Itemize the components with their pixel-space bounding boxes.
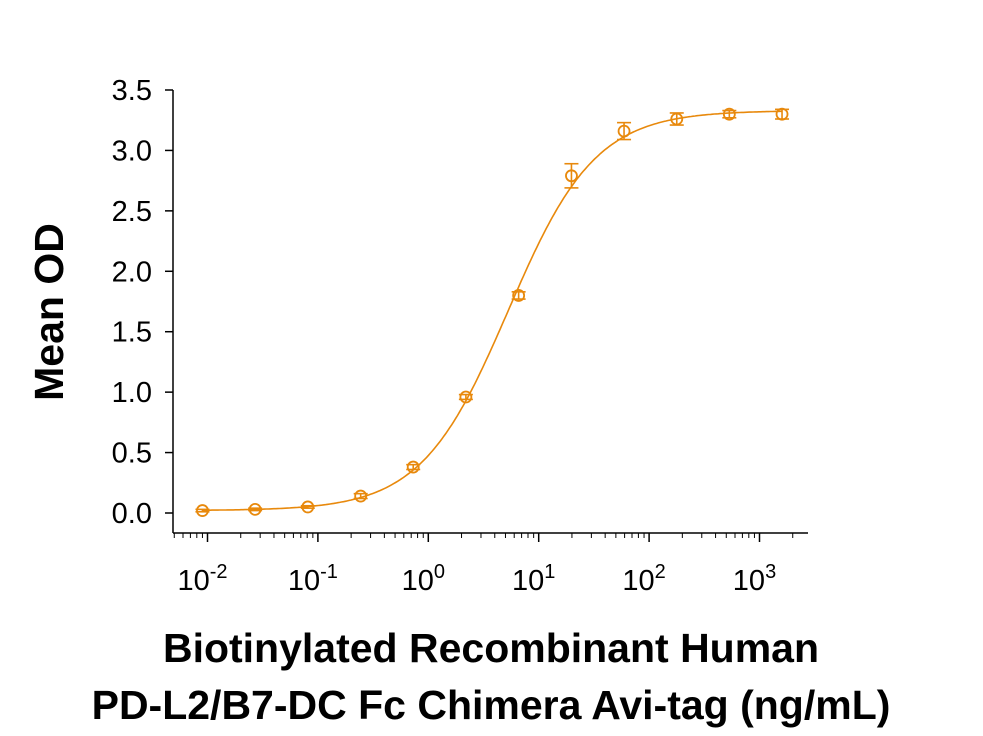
data-point-group bbox=[511, 289, 526, 302]
y-tick-label: 3.0 bbox=[112, 135, 152, 167]
data-point bbox=[512, 289, 526, 302]
y-axis: 0.0 0.5 1.0 1.5 2.0 2.5 3.0 3.5 bbox=[112, 75, 174, 533]
y-axis-title: Mean OD bbox=[26, 223, 72, 401]
x-tick-label: 10-2 bbox=[177, 561, 227, 597]
data-point-group bbox=[669, 112, 684, 126]
x-tick-exponent: -1 bbox=[320, 561, 338, 583]
y-tick-label: 1.0 bbox=[112, 377, 152, 409]
x-axis-title-line-2: PD-L2/B7-DC Fc Chimera Avi-tag (ng/mL) bbox=[92, 682, 891, 728]
data-point bbox=[354, 489, 368, 503]
y-tick-label: 2.5 bbox=[112, 196, 152, 228]
y-tick-label: 0.5 bbox=[112, 438, 152, 470]
x-tick-base: 10 bbox=[512, 565, 544, 597]
x-tick-base: 10 bbox=[622, 565, 654, 597]
data-point bbox=[459, 390, 473, 404]
data-point bbox=[196, 504, 209, 517]
x-tick-label: 100 bbox=[402, 561, 445, 597]
data-point-group bbox=[300, 500, 315, 514]
data-point-group bbox=[195, 504, 210, 517]
x-tick-label: 103 bbox=[733, 561, 776, 597]
x-tick-base: 10 bbox=[733, 565, 765, 597]
data-point bbox=[775, 107, 789, 121]
x-tick-exponent: 2 bbox=[655, 561, 666, 583]
y-tick-label: 0.0 bbox=[112, 498, 152, 530]
x-tick-base: 10 bbox=[402, 565, 434, 597]
x-axis: 10-2 10-1 100 101 102 103 bbox=[173, 532, 808, 597]
data-point bbox=[248, 502, 262, 516]
data-point bbox=[722, 107, 736, 121]
y-tick-label: 1.5 bbox=[112, 317, 152, 349]
x-tick-label: 102 bbox=[622, 561, 665, 597]
data-point bbox=[670, 112, 684, 126]
data-point-group bbox=[617, 121, 632, 141]
y-tick-label: 3.5 bbox=[112, 75, 152, 107]
x-axis-title-line-1: Biotinylated Recombinant Human bbox=[163, 625, 819, 671]
x-tick-base: 10 bbox=[177, 565, 209, 597]
data-point bbox=[301, 500, 315, 514]
data-point bbox=[565, 169, 578, 183]
fit-curve bbox=[202, 110, 782, 511]
data-point-group bbox=[248, 502, 263, 516]
x-tick-exponent: 1 bbox=[544, 561, 555, 583]
data-point-group bbox=[775, 107, 790, 121]
x-tick-label: 101 bbox=[512, 561, 555, 597]
x-tick-exponent: 0 bbox=[434, 561, 445, 583]
x-tick-label: 10-1 bbox=[288, 561, 338, 597]
x-tick-exponent: 3 bbox=[765, 561, 776, 583]
data-point bbox=[617, 124, 631, 138]
x-tick-base: 10 bbox=[288, 565, 320, 597]
data-point-group bbox=[458, 390, 473, 404]
data-point-group bbox=[406, 460, 421, 474]
data-point-group bbox=[564, 162, 579, 189]
y-tick-label: 2.0 bbox=[112, 256, 152, 288]
data-point-group bbox=[353, 489, 368, 503]
data-point bbox=[406, 460, 420, 474]
plot-area bbox=[195, 107, 790, 517]
x-tick-exponent: -2 bbox=[210, 561, 228, 583]
data-point-group bbox=[722, 107, 737, 121]
